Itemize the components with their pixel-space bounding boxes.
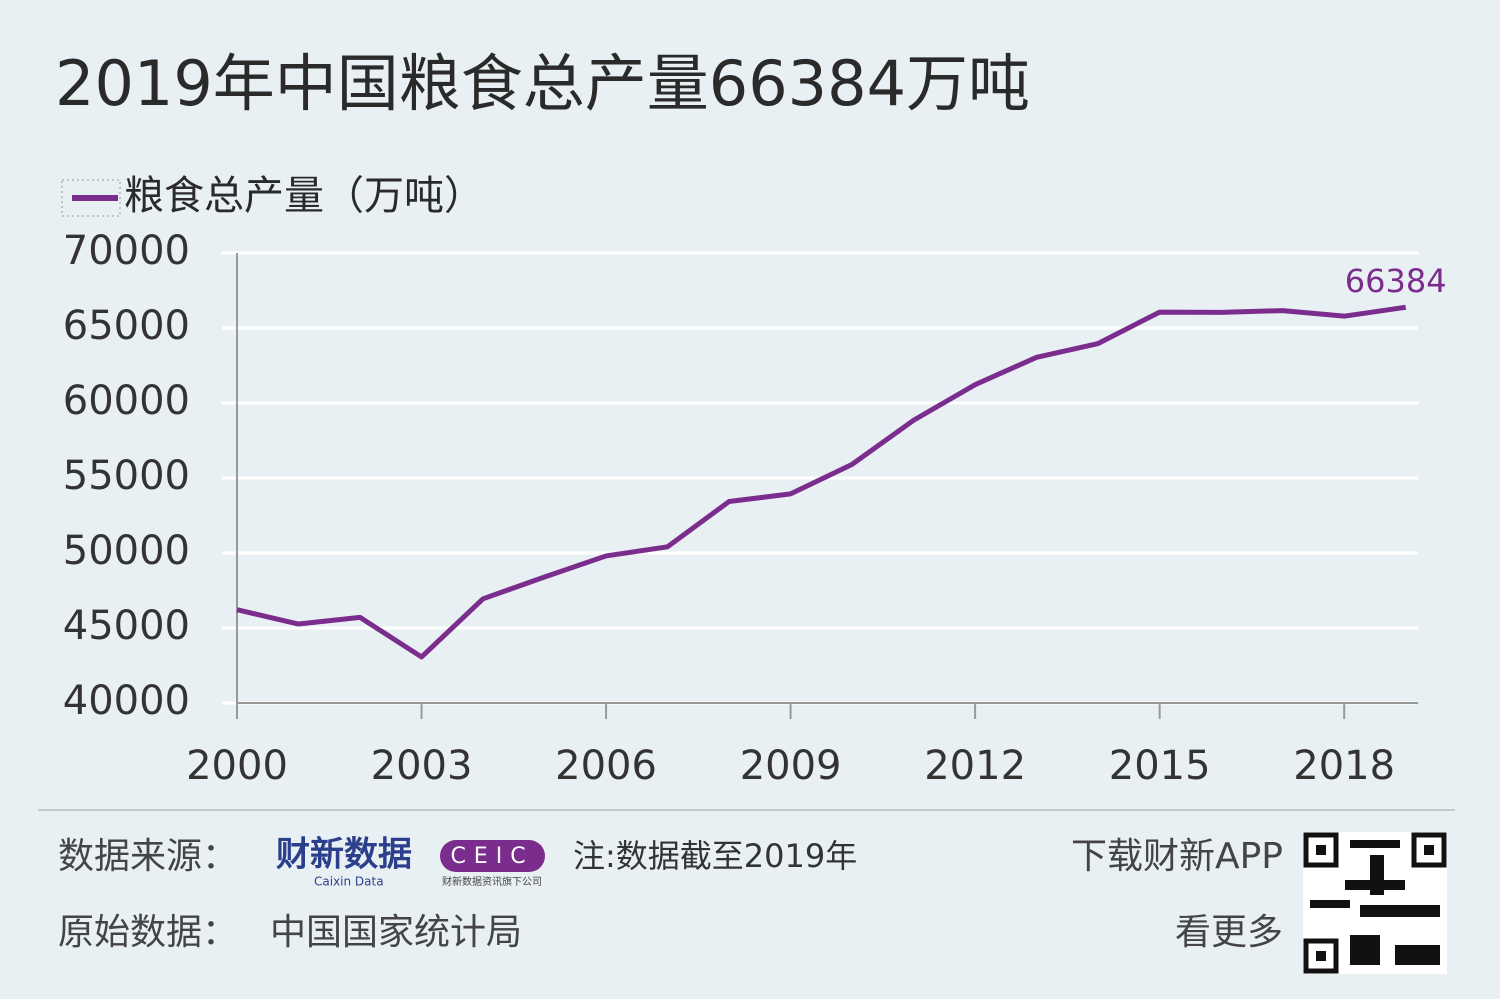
- x-tick-label: 2015: [1109, 743, 1211, 789]
- y-tick-label: 65000: [63, 303, 190, 349]
- y-tick-label: 70000: [63, 228, 190, 274]
- note: 注:数据截至2019年: [573, 837, 857, 875]
- x-tick-label: 2009: [740, 743, 842, 789]
- x-tick-label: 2006: [555, 743, 657, 789]
- y-tick-label: 45000: [63, 603, 190, 649]
- ceic-badge: [440, 840, 545, 872]
- chart-title: 2019年中国粮食总产量66384万吨: [55, 47, 1030, 120]
- data-line: [236, 304, 1407, 660]
- y-tick-label: 50000: [63, 528, 190, 574]
- legend-box: [61, 179, 121, 217]
- x-tick-label: 2003: [371, 743, 473, 789]
- x-tick-label: 2000: [186, 743, 288, 789]
- app-text: 下载财新APP: [1071, 836, 1283, 877]
- origin-label: 原始数据：: [58, 912, 238, 953]
- logo-en: Caixin Data: [314, 875, 384, 889]
- qr-code: [1303, 832, 1447, 974]
- y-tick-label: 60000: [63, 378, 190, 424]
- source-label: 数据来源：: [58, 836, 238, 877]
- x-tick-label: 2018: [1293, 743, 1395, 789]
- y-tick-label: 40000: [63, 678, 190, 724]
- more-text: 看更多: [1175, 912, 1283, 953]
- y-tick-label: 55000: [63, 453, 190, 499]
- logo-cn: 财新数据: [276, 835, 412, 875]
- ceic-note: 财新数据资讯旗下公司: [442, 875, 542, 888]
- ceic-logo: CEIC: [450, 844, 533, 869]
- origin: 中国国家统计局: [270, 912, 522, 953]
- x-tick-label: 2012: [924, 743, 1026, 789]
- legend-label: 粮食总产量（万吨）: [124, 173, 484, 219]
- data-label: 66384: [1345, 262, 1447, 300]
